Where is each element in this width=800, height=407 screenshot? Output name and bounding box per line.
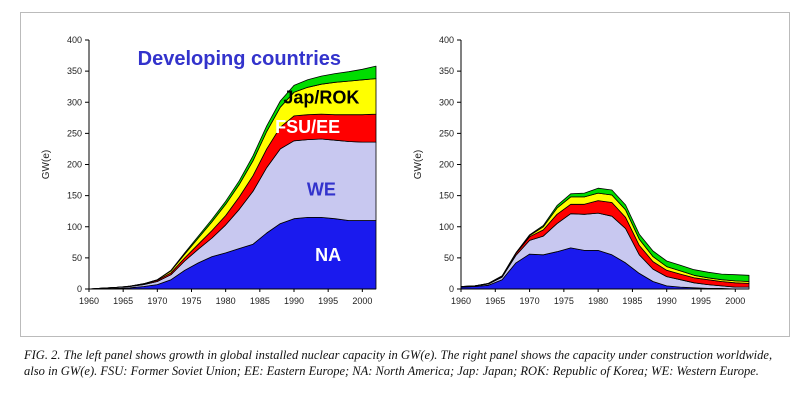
left-y-tick-label: 50 (72, 253, 82, 263)
left-annotation-fsu-ee: FSU/EE (275, 117, 340, 137)
left-x-tick-label: 1990 (284, 296, 304, 306)
right-y-tick-label: 200 (439, 160, 454, 170)
right-y-tick-label: 300 (439, 97, 454, 107)
figure-caption: FIG. 2. The left panel shows growth in g… (24, 348, 773, 378)
left-y-axis-label: GW(e) (41, 150, 52, 179)
left-annotation-we: WE (307, 180, 336, 200)
left-x-tick-label: 1980 (216, 296, 236, 306)
left-y-tick-label: 150 (67, 191, 82, 201)
figure-frame: 0 50 100 150 200 250 300 350 400 1960 1965 1970 1975… (20, 12, 790, 337)
left-annotation-developing-countries: Developing countries (138, 48, 341, 70)
right-x-tick-label: 1970 (520, 296, 540, 306)
left-x-tick-label: 1975 (181, 296, 201, 306)
right-y-tick-label: 150 (439, 191, 454, 201)
left-annotation-na: NA (315, 245, 341, 265)
right-y-tick-label: 0 (449, 284, 454, 294)
left-y-tick-label: 400 (67, 35, 82, 45)
left-y-tick-label: 0 (77, 284, 82, 294)
right-x-tick-label: 1965 (485, 296, 505, 306)
left-x-tick-label: 1970 (147, 296, 167, 306)
left-x-tick-label: 1960 (79, 296, 99, 306)
left-area-developing-countries (88, 65, 377, 290)
right-y-tick-label: 50 (444, 253, 454, 263)
left-x-tick-label: 1995 (318, 296, 338, 306)
right-y-tick-label: 400 (439, 35, 454, 45)
left-annotation-jap-rok: Jap/ROK (283, 87, 359, 107)
right-x-tick-label: 2000 (725, 296, 745, 306)
left-x-tick-label: 1985 (250, 296, 270, 306)
right-y-tick-label: 250 (439, 128, 454, 138)
left-y-tick-label: 350 (67, 66, 82, 76)
right-x-tick-label: 1985 (622, 296, 642, 306)
left-y-tick-label: 250 (67, 128, 82, 138)
charts-svg: 0 50 100 150 200 250 300 350 400 1960 1965 1970 1975… (41, 35, 750, 306)
right-y-axis-label: GW(e) (413, 150, 424, 179)
left-y-tick-label: 300 (67, 97, 82, 107)
right-x-tick-label: 1980 (588, 296, 608, 306)
right-x-tick-label: 1995 (691, 296, 711, 306)
right-area-developing-countries (460, 187, 750, 287)
right-x-tick-label: 1960 (451, 296, 471, 306)
left-x-tick-label: 2000 (352, 296, 372, 306)
left-y-tick-label: 100 (67, 222, 82, 232)
left-y-tick-label: 200 (67, 160, 82, 170)
right-y-tick-label: 100 (439, 222, 454, 232)
right-x-tick-label: 1990 (657, 296, 677, 306)
right-x-tick-label: 1975 (554, 296, 574, 306)
right-y-tick-label: 350 (439, 66, 454, 76)
left-x-tick-label: 1965 (113, 296, 133, 306)
